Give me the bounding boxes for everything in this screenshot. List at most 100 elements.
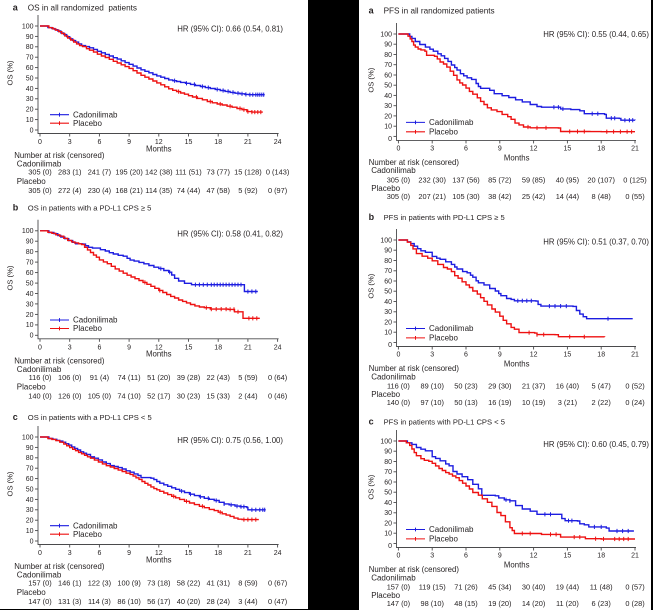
svg-text:90: 90 — [26, 445, 34, 452]
svg-text:Placebo: Placebo — [17, 382, 46, 391]
svg-text:30 (23): 30 (23) — [177, 391, 200, 400]
svg-text:157 (0): 157 (0) — [387, 582, 410, 591]
svg-text:0 (97): 0 (97) — [268, 186, 287, 195]
svg-text:52 (17): 52 (17) — [147, 391, 170, 400]
svg-text:28 (24): 28 (24) — [206, 597, 229, 606]
svg-text:OS (%): OS (%) — [366, 67, 375, 92]
svg-text:73 (18): 73 (18) — [147, 579, 170, 588]
svg-text:116 (0): 116 (0) — [29, 373, 52, 382]
svg-text:40: 40 — [26, 497, 34, 504]
svg-text:40 (95): 40 (95) — [556, 175, 579, 184]
svg-text:207 (21): 207 (21) — [418, 192, 446, 201]
svg-text:Cadonilimab: Cadonilimab — [371, 166, 416, 175]
svg-text:Placebo: Placebo — [17, 588, 46, 597]
svg-text:30: 30 — [384, 103, 392, 110]
svg-text:0: 0 — [38, 550, 42, 557]
svg-text:232 (30): 232 (30) — [418, 175, 446, 184]
svg-text:56 (17): 56 (17) — [147, 597, 170, 606]
svg-text:22 (43): 22 (43) — [206, 373, 229, 382]
svg-text:Cadonilimab: Cadonilimab — [17, 571, 62, 580]
svg-text:3: 3 — [430, 553, 434, 560]
svg-text:20: 20 — [384, 319, 392, 326]
svg-text:20: 20 — [26, 312, 34, 319]
svg-text:0 (24): 0 (24) — [625, 398, 644, 407]
svg-text:0 (46): 0 (46) — [268, 391, 287, 400]
svg-text:272 (4): 272 (4) — [58, 186, 81, 195]
svg-text:10: 10 — [384, 531, 392, 538]
svg-text:168 (21): 168 (21) — [115, 186, 143, 195]
svg-text:30: 30 — [26, 507, 34, 514]
svg-text:3: 3 — [68, 550, 72, 557]
svg-text:0: 0 — [396, 553, 400, 560]
svg-text:Number at risk (censored): Number at risk (censored) — [14, 356, 105, 365]
svg-text:11 (48): 11 (48) — [590, 582, 613, 591]
svg-text:HR (95% CI): 0.51 (0.37, 0.70): HR (95% CI): 0.51 (0.37, 0.70) — [543, 238, 649, 247]
svg-text:100: 100 — [22, 23, 34, 30]
svg-text:305 (0): 305 (0) — [28, 168, 51, 177]
svg-text:10: 10 — [384, 330, 392, 337]
svg-text:9: 9 — [498, 553, 502, 560]
svg-text:Cadonilimab: Cadonilimab — [371, 372, 416, 381]
svg-text:16 (40): 16 (40) — [556, 381, 579, 390]
svg-text:0: 0 — [396, 145, 400, 152]
svg-text:0 (125): 0 (125) — [623, 175, 646, 184]
svg-text:PFS in patients with PD-L1 CPS: PFS in patients with PD-L1 CPS ≥ 5 — [384, 213, 505, 222]
svg-text:OS (%): OS (%) — [366, 273, 375, 298]
svg-text:0: 0 — [38, 139, 42, 146]
svg-text:20: 20 — [26, 107, 34, 114]
svg-text:21: 21 — [631, 352, 639, 359]
svg-text:Cadonilimab: Cadonilimab — [73, 316, 118, 325]
svg-text:51 (20): 51 (20) — [147, 373, 170, 382]
svg-text:15: 15 — [185, 550, 193, 557]
svg-text:70: 70 — [384, 469, 392, 476]
svg-text:58 (22): 58 (22) — [177, 579, 200, 588]
svg-text:39 (28): 39 (28) — [177, 373, 200, 382]
svg-text:Placebo: Placebo — [371, 184, 400, 193]
svg-text:OS in all randomized patients: OS in all randomized patients — [28, 4, 137, 13]
svg-text:90: 90 — [384, 42, 392, 49]
svg-text:126 (0): 126 (0) — [58, 391, 81, 400]
svg-text:0: 0 — [388, 136, 392, 143]
svg-text:305 (0): 305 (0) — [387, 192, 410, 201]
svg-text:18: 18 — [597, 553, 605, 560]
svg-text:21: 21 — [244, 550, 252, 557]
svg-text:a: a — [13, 3, 19, 13]
svg-text:Months: Months — [146, 144, 172, 153]
svg-text:283 (1): 283 (1) — [58, 168, 81, 177]
svg-text:50: 50 — [384, 83, 392, 90]
svg-text:24: 24 — [274, 139, 282, 146]
svg-text:Cadonilimab: Cadonilimab — [73, 521, 118, 530]
svg-text:19 (20): 19 (20) — [488, 599, 511, 608]
svg-text:15: 15 — [185, 139, 193, 146]
svg-text:6: 6 — [464, 352, 468, 359]
svg-text:20: 20 — [384, 520, 392, 527]
svg-text:86 (10): 86 (10) — [117, 597, 140, 606]
svg-text:97 (10): 97 (10) — [420, 398, 443, 407]
svg-text:70: 70 — [384, 268, 392, 275]
svg-text:16 (19): 16 (19) — [488, 398, 511, 407]
svg-text:9: 9 — [127, 550, 131, 557]
svg-text:50: 50 — [26, 280, 34, 287]
svg-text:122 (3): 122 (3) — [88, 579, 111, 588]
svg-text:15: 15 — [185, 345, 193, 352]
svg-text:9: 9 — [127, 345, 131, 352]
svg-text:305 (0): 305 (0) — [28, 186, 51, 195]
svg-text:b: b — [13, 202, 19, 212]
svg-text:0 (64): 0 (64) — [268, 373, 287, 382]
svg-text:140 (0): 140 (0) — [387, 398, 410, 407]
svg-text:9: 9 — [498, 352, 502, 359]
svg-text:19 (44): 19 (44) — [556, 582, 579, 591]
svg-text:91 (4): 91 (4) — [90, 373, 109, 382]
svg-text:8 (48): 8 (48) — [592, 192, 611, 201]
svg-text:147 (0): 147 (0) — [28, 597, 51, 606]
svg-text:80: 80 — [26, 44, 34, 51]
svg-text:131 (3): 131 (3) — [58, 597, 81, 606]
svg-text:12: 12 — [530, 553, 538, 560]
svg-text:3: 3 — [68, 139, 72, 146]
svg-text:71 (26): 71 (26) — [454, 582, 477, 591]
svg-text:9: 9 — [498, 145, 502, 152]
svg-text:25 (42): 25 (42) — [522, 192, 545, 201]
svg-text:OS in patients with a PD-L1 CP: OS in patients with a PD-L1 CPS ≥ 5 — [28, 203, 152, 212]
svg-text:119 (15): 119 (15) — [419, 582, 446, 591]
svg-text:18: 18 — [597, 145, 605, 152]
